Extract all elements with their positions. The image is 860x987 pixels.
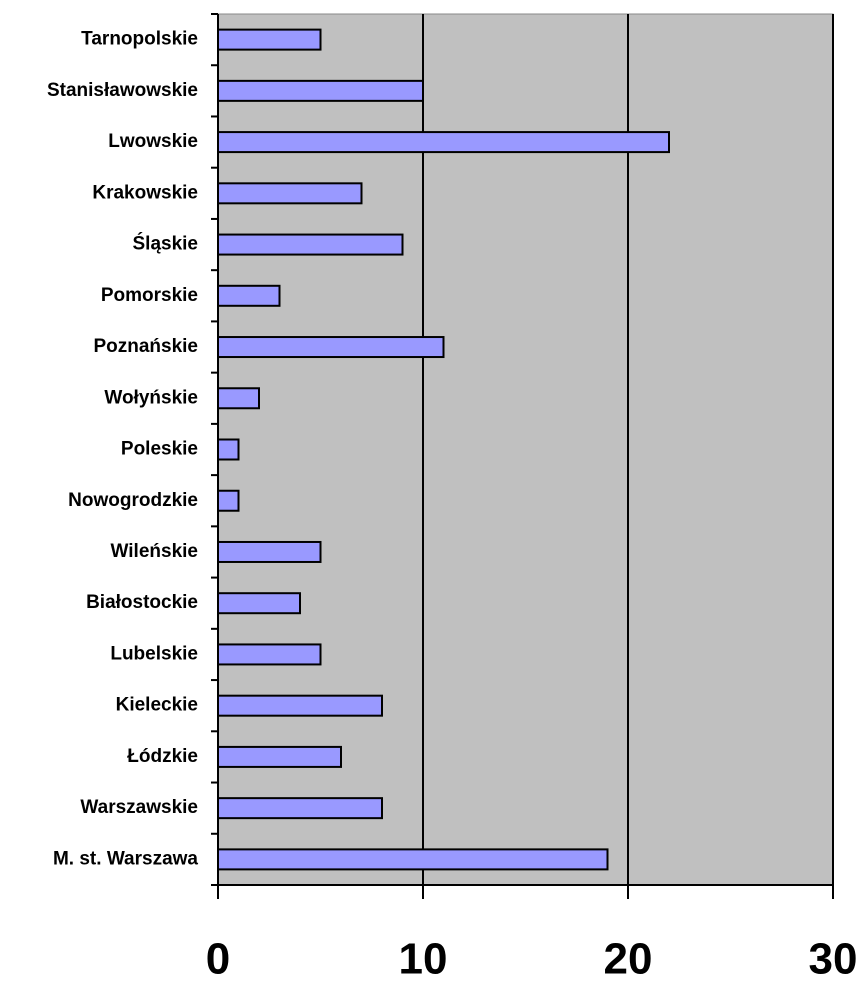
bar — [217, 745, 342, 768]
y-tick-label: M. st. Warszawa — [53, 848, 198, 869]
bar — [217, 848, 609, 871]
bar — [217, 438, 240, 461]
y-tick-label: Lwowskie — [108, 131, 198, 152]
bar — [217, 540, 322, 563]
bar — [217, 284, 281, 307]
y-tick-label: Pomorskie — [101, 285, 198, 306]
y-tick-label: Kieleckie — [116, 695, 198, 716]
y-tick-label: Łódzkie — [127, 746, 198, 767]
bar — [217, 131, 670, 154]
y-tick-label: Poleskie — [121, 439, 198, 460]
bar — [217, 28, 322, 51]
y-tick-label: Poznańskie — [93, 336, 198, 357]
bar — [217, 233, 404, 256]
y-tick-label: Śląskie — [133, 233, 199, 255]
y-tick-label: Wileńskie — [111, 541, 198, 562]
y-tick-label: Tarnopolskie — [81, 29, 198, 50]
bar — [217, 489, 240, 512]
x-tick-label: 20 — [604, 935, 653, 984]
y-tick-label: Lubelskie — [110, 643, 198, 664]
x-tick-label: 30 — [809, 935, 858, 984]
y-tick-label: Wołyńskie — [104, 387, 198, 408]
y-tick-label: Krakowskie — [92, 182, 198, 203]
bar — [217, 387, 260, 410]
x-tick-label: 10 — [399, 935, 448, 984]
bar — [217, 643, 322, 666]
y-tick-label: Nowogrodzkie — [68, 490, 198, 511]
bar — [217, 182, 363, 205]
bar — [217, 797, 383, 820]
bar — [217, 336, 445, 359]
plot-area — [217, 13, 834, 886]
y-tick-label: Białostockie — [86, 592, 198, 613]
x-tick-label: 0 — [206, 935, 230, 984]
bar — [217, 592, 301, 615]
y-tick-label: Warszawskie — [80, 797, 198, 818]
bar — [217, 79, 424, 102]
y-tick-label: Stanisławowskie — [47, 80, 198, 101]
bar — [217, 694, 383, 717]
